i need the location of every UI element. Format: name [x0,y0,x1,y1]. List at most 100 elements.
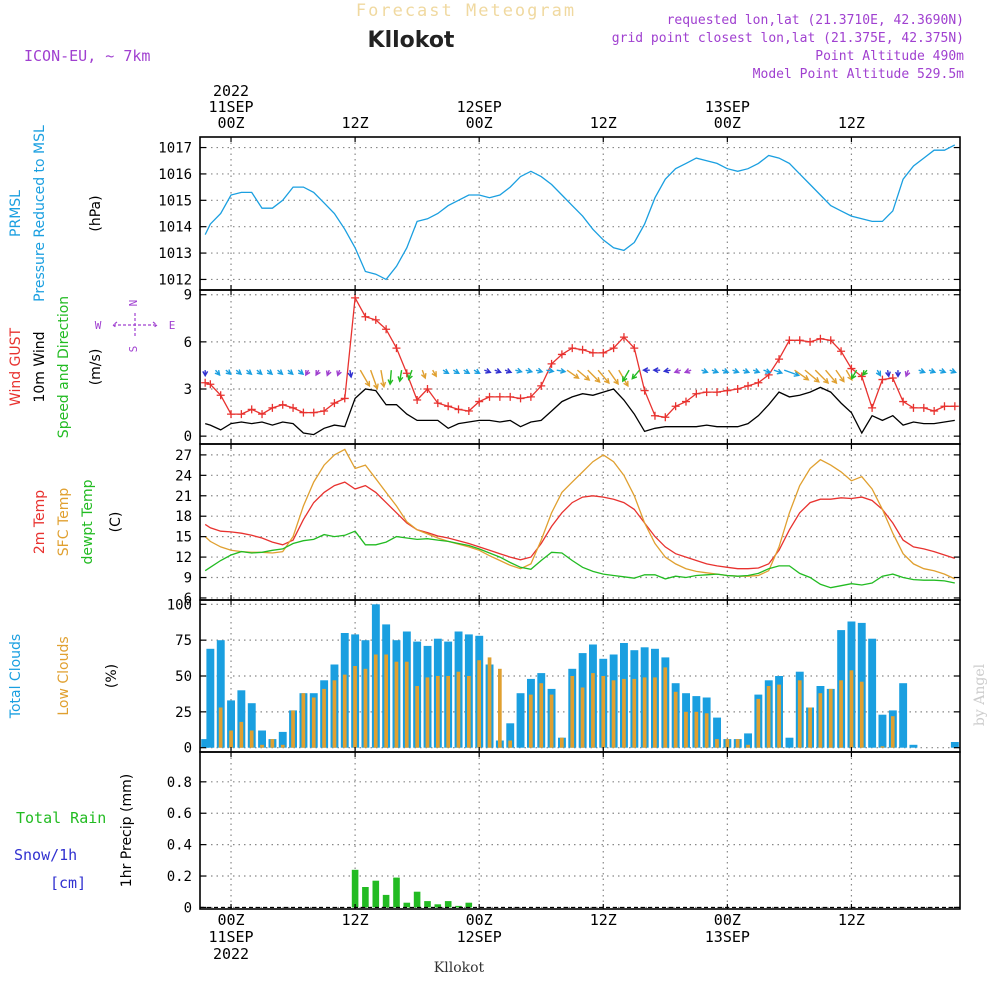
y-tick-label: 1012 [158,272,192,288]
gust-marker [950,402,959,411]
rain-bar [444,901,452,908]
footer-location: Kllokot [434,960,485,976]
total-cloud-bar [516,693,525,748]
wind-arrow [875,369,882,377]
low-cloud-bar [694,711,699,748]
y-tick-label: 15 [175,530,192,546]
wind-arrow [711,368,720,374]
low-cloud-bar [456,671,461,748]
wind-arrow [673,368,682,374]
y-axis-label: PRMSL [8,190,24,237]
gust-marker [899,397,908,406]
low-cloud-bar [663,667,668,748]
y-tick-label: 21 [175,489,192,505]
y-tick-label: 9 [184,571,192,587]
wind-arrow [631,369,640,380]
low-cloud-bar [332,680,337,748]
wind-arrow [763,368,772,374]
wind-arrow [202,370,209,378]
gust-marker [650,411,659,420]
low-cloud-bar [601,676,606,748]
precip-legend-item: Total Rain [16,809,106,827]
gust-marker [371,315,380,324]
y-tick-label: 18 [175,509,192,525]
gust-marker [268,403,277,412]
time-label-top: 12Z [838,114,865,132]
gust-marker [382,325,391,334]
low-cloud-bar [539,683,544,748]
gust-marker [599,348,608,357]
total-cloud-bar [713,717,721,748]
compass-north: N [127,300,140,307]
total-cloud-bar [950,742,959,748]
gust-marker [868,403,877,412]
wind-arrow [850,369,858,380]
gust-marker [588,348,597,357]
wind-arrow [535,367,544,374]
y-tick-label: 100 [167,597,192,613]
gust-marker [754,378,763,387]
gust-marker [330,399,339,408]
low-cloud-bar [249,730,254,748]
wind-arrow [742,368,751,374]
low-cloud-bar [839,680,843,748]
y-tick-label: 12 [175,550,192,566]
gust-marker [289,403,298,412]
wind-arrow [359,369,371,388]
wind-arrow [277,369,284,376]
gust-marker [454,405,463,414]
wind-arrow [442,368,450,375]
wind-arrow [387,370,394,386]
y-tick-label: 27 [175,448,192,464]
wind-arrow [369,369,379,390]
time-label-top: 12SEP [457,98,502,116]
low-cloud-bar [477,660,481,748]
low-cloud-bar [436,676,440,748]
wind-arrow [556,367,567,374]
gust-marker [444,402,453,411]
gust-marker [320,407,329,415]
time-label-top: 00Z [714,114,741,132]
wind-arrow [701,368,709,374]
rain-bar [424,901,431,908]
y-tick-label: 1013 [158,246,192,262]
low-cloud-bar [859,681,864,748]
low-cloud-bar [622,678,626,748]
low-cloud-bar [673,691,678,748]
series-line [204,144,956,281]
requested-coords: requested lon,lat (21.3710E, 42.3690N) [667,13,964,28]
wind-arrow [473,368,481,375]
low-cloud-bar [611,680,616,748]
wind-arrow [861,369,868,377]
time-label-bottom: 12Z [342,911,369,929]
y-axis-label: 1hr Precip (mm) [119,774,135,887]
total-cloud-bar [785,737,794,748]
gust-marker [506,392,515,401]
series-line [204,448,956,580]
y-axis-label: 10m Wind [32,331,48,402]
gust-marker [568,344,577,353]
rain-bar [413,891,421,908]
time-label-bottom: 00Z [466,911,493,929]
y-axis-label: SFC Temp [56,488,72,557]
y-tick-label: 24 [175,468,192,484]
gust-marker [795,336,804,345]
low-cloud-bar [322,688,326,748]
wind-arrow [246,369,253,376]
gust-marker [237,410,246,419]
gust-marker [785,336,794,345]
y-tick-label: 6 [184,335,192,351]
wind-arrow [266,369,274,376]
y-tick-label: 0 [184,741,192,757]
low-cloud-bar [353,666,357,748]
grid-point-coords: grid point closest lon,lat (21.375E, 42.… [612,31,964,46]
time-label-bottom: 00Z [217,911,244,929]
low-cloud-bar [425,677,430,748]
gust-marker [878,375,887,384]
series-line [204,481,956,570]
gust-marker [671,402,680,411]
time-label-bottom: 12Z [838,911,865,929]
wind-arrow [431,369,437,378]
y-tick-label: 3 [184,382,192,398]
rain-bar [403,902,411,908]
